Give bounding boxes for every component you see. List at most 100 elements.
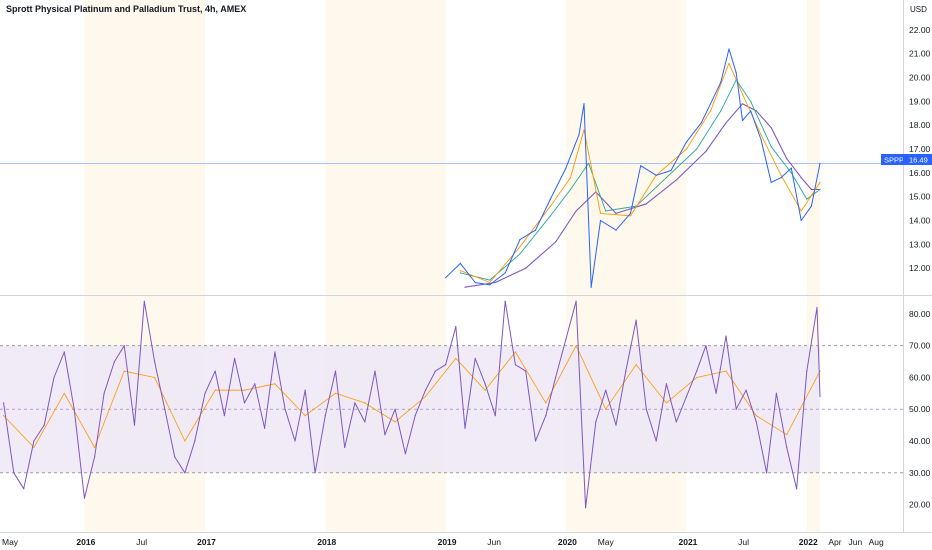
price-ma-slow-point-16 [810, 188, 813, 191]
price-price-point-5 [519, 239, 521, 241]
price-ma-mid-point-6 [605, 210, 607, 212]
rsi-rsi-point-64 [645, 408, 647, 410]
rsi-rsi-point-42 [424, 389, 427, 391]
rsi-rsi-point-55 [555, 376, 557, 379]
xtick-6: Jun [487, 537, 501, 547]
rsi-rsi-point-21 [214, 370, 216, 372]
price-ma-slow-point-1 [494, 281, 496, 284]
rsi-rsi-point-78 [786, 446, 788, 448]
xtick-11: 2022 [799, 537, 818, 547]
rsi-rsi-point-71 [715, 392, 717, 394]
rsi-rsi-point-58 [585, 507, 587, 509]
rsi-rsi-signal-point-3 [94, 446, 96, 448]
price-badge-value: 16.49 [909, 156, 928, 165]
rsi-rsi-point-77 [775, 392, 778, 394]
rsi-rsi-point-34 [344, 446, 346, 448]
rsi-rsi-point-28 [284, 408, 286, 410]
rsi-rsi-point-68 [685, 395, 688, 398]
price-ytick-1: 13.00 [909, 239, 931, 249]
price-ma-mid-point-9 [696, 148, 698, 150]
price-price-point-22 [728, 48, 730, 50]
price-ytick-10: 22.00 [909, 25, 931, 35]
rsi-rsi-point-80 [806, 370, 808, 372]
rsi-rsi-signal-point-22 [665, 402, 668, 404]
price-ma-slow-point-9 [705, 150, 707, 152]
price-badge-symbol-bg [881, 154, 903, 165]
rsi-rsi-point-36 [364, 421, 366, 423]
rsi-rsi-point-37 [374, 370, 376, 372]
price-ma-mid-point-12 [750, 100, 752, 102]
rsi-rsi-point-26 [264, 427, 266, 429]
rsi-rsi-point-33 [334, 370, 337, 372]
rsi-rsi-signal-point-6 [184, 440, 186, 442]
rsi-rsi-signal-point-8 [243, 389, 246, 391]
rsi-rsi-point-31 [314, 472, 316, 474]
price-ma-fast-point-0 [459, 270, 461, 272]
price-price-point-10 [583, 103, 585, 105]
rsi-rsi-point-59 [595, 421, 597, 423]
price-price-point-30 [800, 219, 802, 222]
price-ma-slow-point-15 [800, 177, 802, 179]
price-ma-slow-point-14 [786, 158, 788, 160]
price-ma-mid-point-14 [790, 172, 792, 174]
price-price-point-16 [655, 174, 657, 176]
price-price-point-8 [565, 167, 567, 169]
rsi-rsi-signal-point-0 [3, 415, 5, 417]
rsi-rsi-point-79 [796, 488, 798, 490]
price-price-point-20 [709, 103, 712, 105]
rsi-rsi-point-56 [565, 338, 567, 340]
price-ma-fast-point-10 [709, 110, 712, 112]
rsi-rsi-point-30 [304, 389, 306, 391]
price-price-point-24 [741, 119, 744, 122]
price-price-point-15 [640, 165, 642, 167]
xtick-3: 2017 [197, 537, 216, 547]
price-ma-slow-point-8 [675, 179, 677, 181]
rsi-rsi-point-57 [575, 300, 577, 302]
rsi-rsi-signal-point-15 [455, 357, 457, 359]
xtick-5: 2019 [438, 537, 457, 547]
price-ma-fast-point-3 [549, 205, 552, 207]
rsi-rsi-point-6 [63, 351, 65, 353]
price-price-point-19 [700, 122, 702, 124]
price-price-point-12 [599, 219, 602, 222]
price-ma-mid-point-8 [665, 177, 668, 179]
price-ma-fast-point-11 [728, 62, 730, 64]
rsi-rsi-point-18 [184, 472, 186, 474]
rsi-rsi-signal-point-4 [123, 370, 125, 372]
rsi-rsi-point-13 [133, 424, 136, 426]
price-ma-mid-point-4 [569, 188, 572, 191]
price-series-ma-slow [464, 103, 820, 288]
price-price-point-21 [720, 81, 722, 83]
rsi-rsi-point-70 [705, 345, 707, 347]
price-ma-fast-point-2 [519, 246, 521, 248]
price-ma-slow-point-3 [555, 241, 557, 243]
rsi-rsi-signal-point-5 [154, 376, 156, 379]
series-layer [3, 48, 821, 509]
rsi-rsi-point-4 [43, 424, 45, 426]
price-ma-fast-point-7 [629, 215, 632, 217]
rsi-rsi-point-49 [494, 415, 496, 417]
price-price-point-11 [590, 286, 592, 288]
price-ma-slow-point-11 [741, 103, 744, 105]
rsi-rsi-point-9 [94, 456, 96, 458]
rsi-rsi-signal-point-17 [514, 351, 517, 353]
rsi-rsi-point-17 [174, 456, 176, 458]
price-ytick-7: 19.00 [909, 96, 931, 106]
price-price-point-4 [504, 272, 506, 274]
rsi-rsi-point-7 [73, 408, 75, 410]
price-ma-fast-point-12 [741, 93, 744, 95]
price-ytick-2: 14.00 [909, 216, 931, 226]
price-badge: SPPP 16.49 [881, 154, 932, 165]
price-price-point-13 [615, 229, 617, 231]
rsi-rsi-point-35 [354, 402, 356, 404]
price-ma-slow-point-10 [725, 122, 727, 124]
rsi-rsi-point-69 [696, 370, 698, 372]
rsi-rsi-point-1 [13, 472, 15, 474]
rsi-rsi-signal-point-12 [364, 402, 366, 404]
price-ma-fast-point-15 [800, 210, 802, 212]
rsi-rsi-point-15 [154, 361, 156, 363]
rsi-rsi-point-45 [455, 326, 457, 328]
price-badge-value-bg [903, 154, 932, 165]
rsi-rsi-signal-point-13 [394, 421, 396, 423]
xtick-12: Apr [828, 537, 841, 547]
